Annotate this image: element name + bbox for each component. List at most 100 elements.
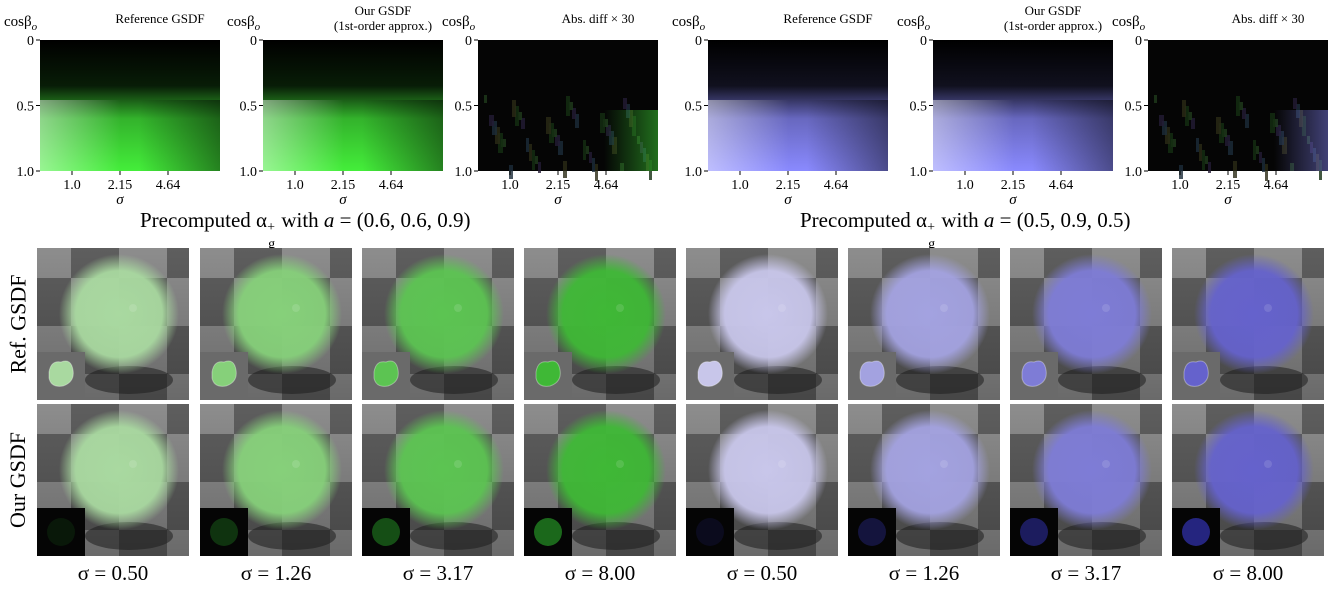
sphere-shadow (1220, 366, 1308, 394)
x-tick-label: 4.64 (824, 178, 849, 193)
x-tick-label: 1.0 (731, 178, 749, 193)
sphere-highlight (292, 460, 300, 468)
render-tile (1172, 404, 1324, 556)
x-axis-label: σ (554, 192, 562, 208)
x-tick-label: 1.0 (956, 178, 974, 193)
sphere-highlight (1264, 304, 1272, 312)
x-axis-label: σ (116, 192, 124, 208)
sphere-shadow (1220, 522, 1308, 550)
y-axis-label: cosβo (897, 14, 931, 33)
sphere-highlight (616, 304, 624, 312)
sphere-shadow (1058, 522, 1146, 550)
y-tick-label: 0 (1135, 34, 1142, 49)
render-tile (37, 248, 189, 400)
sphere-highlight (454, 304, 462, 312)
render-tile (362, 404, 514, 556)
y-tick-label: 0.5 (17, 100, 35, 115)
plot-title: Reference GSDF (115, 11, 204, 26)
row-label: Ref. GSDF (0, 248, 36, 400)
x-tick-label: 1.0 (286, 178, 304, 193)
y-tick-label: 0 (27, 34, 34, 49)
diff-noise (484, 95, 487, 103)
sphere-shadow (896, 522, 984, 550)
diff-noise (569, 102, 573, 110)
render-tile (524, 248, 676, 400)
y-tick-label: 0 (465, 34, 472, 49)
blurred-sphere (1032, 410, 1152, 530)
x-tick-label: 1.0 (1171, 178, 1189, 193)
blurred-sphere (1194, 410, 1314, 530)
x-tick-label: 2.15 (1001, 178, 1026, 193)
x-tick-label: 4.64 (594, 178, 619, 193)
diff-noise (1293, 98, 1297, 109)
diff-noise (1182, 100, 1186, 117)
sphere-shadow (410, 522, 498, 550)
sphere-highlight (129, 460, 137, 468)
inset-diff (372, 518, 400, 546)
caption-with: with (936, 208, 984, 232)
heatmap-plot: Our GSDF (1st-order approx.) cosβo 0 0.5 1.0 1… (893, 0, 1115, 210)
sphere-highlight (940, 460, 948, 468)
inset-object (697, 360, 723, 387)
x-tick-label: 2.15 (331, 178, 356, 193)
sphere-highlight (616, 460, 624, 468)
y-tick-label: 1.0 (17, 165, 35, 180)
sphere-highlight (292, 304, 300, 312)
x-tick-label: 4.64 (1049, 178, 1074, 193)
y-tick-label: 1.0 (455, 165, 473, 180)
sphere-shadow (1058, 366, 1146, 394)
y-tick-label: 1.0 (910, 165, 928, 180)
sigma-label: σ = 0.50 (77, 561, 149, 585)
x-tick-label: 4.64 (1264, 178, 1289, 193)
plot-title: Our GSDF (355, 3, 412, 18)
x-axis-label: σ (1009, 192, 1017, 208)
sphere-highlight (1264, 460, 1272, 468)
sphere-highlight (129, 304, 137, 312)
render-tile (1172, 248, 1324, 400)
blurred-sphere (59, 410, 179, 530)
sphere-shadow (572, 522, 660, 550)
sphere-shadow (248, 366, 336, 394)
plot-subtitle: (1st-order approx.) (1004, 18, 1102, 33)
y-tick-label: 1.0 (1125, 165, 1143, 180)
sigma-label: σ = 1.26 (240, 561, 312, 585)
blurred-sphere (1194, 254, 1314, 374)
inset-object (373, 360, 399, 387)
sigma-label: σ = 1.26 (888, 561, 960, 585)
render-tile (524, 404, 676, 556)
sphere-shadow (734, 522, 822, 550)
blurred-sphere (870, 410, 990, 530)
plot-title: Abs. diff × 30 (1232, 11, 1305, 26)
blurred-sphere (222, 254, 342, 374)
diff-noise (1179, 165, 1183, 179)
blurred-sphere (1032, 254, 1152, 374)
y-axis-label: cosβo (227, 14, 261, 33)
caption-sup: + (927, 220, 935, 235)
x-axis-label: σ (1224, 192, 1232, 208)
row-label: Our GSDF (0, 404, 36, 556)
diff-edge-glow (1148, 110, 1328, 171)
y-tick-label: 1.0 (240, 165, 258, 180)
blurred-sphere (870, 254, 990, 374)
x-tick-label: 4.64 (156, 178, 181, 193)
inset-object (1021, 360, 1047, 387)
diff-noise (595, 164, 598, 181)
blurred-sphere (546, 254, 666, 374)
sphere-shadow (85, 522, 173, 550)
diff-noise (1236, 96, 1240, 116)
inset-frame (200, 508, 248, 556)
panel-caption: Precomputed α + g with a = (0.5, 0.9, 0.5) (800, 208, 1131, 252)
x-axis-label: σ (784, 192, 792, 208)
caption-sup: + (267, 220, 275, 235)
inset-object (211, 360, 237, 387)
inset-diff (1182, 518, 1210, 546)
render-tile (362, 248, 514, 400)
diff-edge-glow (478, 110, 658, 171)
x-tick-label: 2.15 (1216, 178, 1241, 193)
sphere-highlight (778, 304, 786, 312)
y-tick-label: 1.0 (685, 165, 703, 180)
inset-object (48, 360, 74, 387)
x-tick-label: 2.15 (776, 178, 801, 193)
y-tick-label: 0.5 (455, 100, 473, 115)
blurred-sphere (59, 254, 179, 374)
